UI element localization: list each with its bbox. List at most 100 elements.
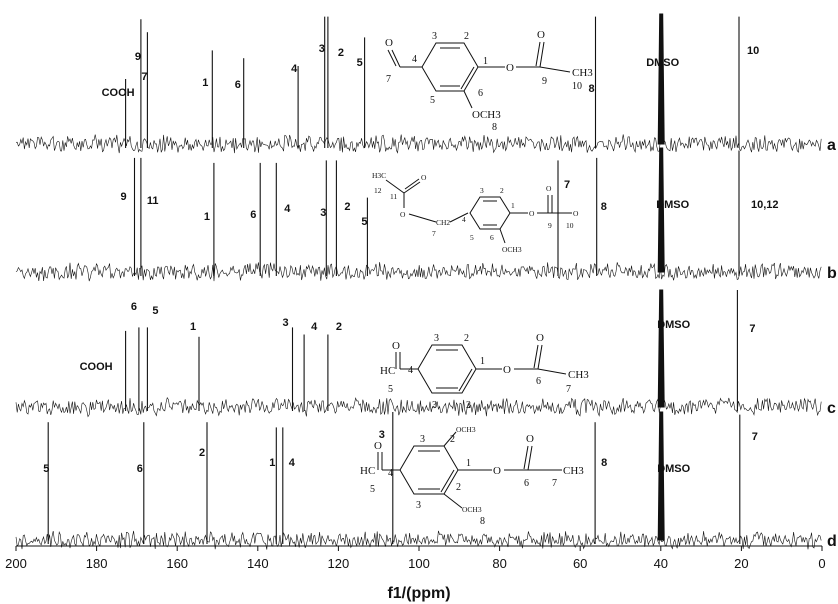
peak-label-a-10: DMSO bbox=[646, 57, 679, 69]
struct-a-num-1: 1 bbox=[483, 56, 488, 67]
struct-b-num-12: 12 bbox=[374, 186, 382, 195]
x-tick-label-180: 180 bbox=[86, 556, 108, 571]
struct-c-num-6: 6 bbox=[536, 376, 541, 387]
peak-label-d-1: 6 bbox=[137, 463, 143, 475]
peak-c-7 bbox=[658, 290, 664, 407]
struct-b-atom-h3c: H3C bbox=[372, 171, 386, 180]
baseline-c bbox=[16, 398, 821, 417]
struct-b-num-11: 11 bbox=[390, 192, 397, 201]
struct-b-num-1: 1 bbox=[511, 201, 515, 210]
peak-label-b-4: 4 bbox=[284, 203, 291, 215]
struct-b-num-4: 4 bbox=[462, 215, 466, 224]
struct-c-num-2: 2 bbox=[464, 333, 469, 344]
peak-label-a-3: 1 bbox=[202, 77, 208, 89]
struct-c-atom-ch3: CH3 bbox=[568, 369, 589, 381]
struct-d-num-5: 5 bbox=[370, 484, 375, 495]
struct-a-atom-ch3: CH3 bbox=[572, 67, 593, 79]
peak-label-a-7: 2 bbox=[338, 47, 344, 59]
struct-a-num-2: 2 bbox=[464, 31, 469, 42]
structure-d: O HC OCH3 O O CH3 OCH3 1 2 2 3 3 4 5 6 7… bbox=[360, 425, 584, 527]
peak-a-10 bbox=[658, 14, 664, 144]
struct-d-num-2-bottom: 2 bbox=[456, 482, 461, 493]
trace-letter-d: d bbox=[827, 533, 837, 550]
struct-a-atom-och3: OCH3 bbox=[472, 109, 501, 121]
peak-label-b-7: 5 bbox=[361, 216, 367, 228]
struct-d-atom-och3-top: OCH3 bbox=[456, 425, 476, 434]
peak-label-a-8: 5 bbox=[357, 57, 363, 69]
struct-b-atom-o5: O bbox=[573, 209, 579, 218]
struct-c-atom-o1: O bbox=[392, 340, 400, 352]
peak-label-d-4: 4 bbox=[289, 457, 296, 469]
peak-label-d-2: 2 bbox=[199, 447, 205, 459]
trace-letter-a: a bbox=[827, 137, 836, 154]
peak-label-a-1: 9 bbox=[135, 51, 141, 63]
struct-c-num-7: 7 bbox=[566, 384, 571, 395]
peak-label-c-7: DMSO bbox=[657, 319, 690, 331]
struct-a-num-3: 3 bbox=[432, 31, 437, 42]
peak-label-b-10: DMSO bbox=[656, 199, 689, 211]
peak-labels: COOH97 1 643 258DMSO109 111 6 4 3 2578 DMSO 10,12C… bbox=[43, 43, 778, 475]
struct-a-atom-o3: O bbox=[537, 29, 545, 41]
trace-letters: a b c d bbox=[827, 137, 837, 550]
struct-d-num-4: 4 bbox=[388, 468, 393, 479]
struct-a-atom-o2: O bbox=[506, 62, 514, 74]
struct-d-atom-ch3: CH3 bbox=[563, 465, 584, 477]
x-tick-label-80: 80 bbox=[492, 556, 506, 571]
struct-b-atom-o1: O bbox=[421, 173, 427, 182]
struct-b-atom-ch2: CH2 bbox=[436, 218, 450, 227]
peak-label-b-5: 3 bbox=[320, 207, 326, 219]
peak-label-b-11: 10,12 bbox=[751, 199, 779, 211]
peak-label-c-3: 1 bbox=[190, 321, 196, 333]
struct-b-num-5: 5 bbox=[470, 233, 474, 242]
spectrum-a bbox=[16, 14, 821, 153]
peak-label-c-8: 7 bbox=[749, 323, 755, 335]
peak-d-7 bbox=[658, 412, 664, 540]
struct-a-num-4: 4 bbox=[412, 54, 417, 65]
peak-label-b-6: 2 bbox=[344, 201, 350, 213]
struct-b-atom-o2: O bbox=[400, 210, 406, 219]
struct-d-num-3-bottom: 3 bbox=[416, 500, 421, 511]
peak-label-b-1: 11 bbox=[147, 195, 159, 207]
struct-d-num-8: 8 bbox=[480, 516, 485, 527]
peak-label-b-0: 9 bbox=[121, 191, 127, 203]
structure-b: H3C O O CH2 O O O OCH3 12 11 7 1 2 3 4 5… bbox=[372, 171, 579, 254]
x-tick-label-20: 20 bbox=[734, 556, 748, 571]
peak-label-a-9: 8 bbox=[589, 83, 595, 95]
peak-label-c-1: 6 bbox=[131, 301, 137, 313]
structure-c: O HC O O CH3 1 2 3 4 5 6 7 2 3 bbox=[380, 332, 589, 411]
peak-label-c-4: 3 bbox=[283, 317, 289, 329]
x-tick-label-120: 120 bbox=[328, 556, 350, 571]
struct-b-atom-och3: OCH3 bbox=[502, 245, 522, 254]
peak-label-c-0: COOH bbox=[80, 361, 113, 373]
x-axis-title: f1/(ppm) bbox=[387, 585, 450, 602]
struct-a-num-10: 10 bbox=[572, 81, 582, 92]
struct-d-num-7: 7 bbox=[552, 478, 557, 489]
peak-label-a-0: COOH bbox=[102, 87, 135, 99]
peak-label-c-5: 4 bbox=[311, 321, 318, 333]
struct-c-atom-o3: O bbox=[536, 332, 544, 344]
struct-b-atom-o3: O bbox=[529, 209, 535, 218]
struct-d-num-3-top: 3 bbox=[420, 434, 425, 445]
x-tick-label-140: 140 bbox=[247, 556, 269, 571]
struct-c-num-5: 5 bbox=[388, 384, 393, 395]
trace-letter-b: b bbox=[827, 265, 837, 282]
struct-d-atom-o3: O bbox=[526, 433, 534, 445]
struct-a-atom-o1: O bbox=[385, 37, 393, 49]
struct-d-atom-och3-bottom: OCH3 bbox=[462, 505, 482, 514]
peak-label-b-8: 7 bbox=[564, 179, 570, 191]
peak-label-d-8: 7 bbox=[752, 431, 758, 443]
struct-d-atom-hc: HC bbox=[360, 465, 375, 477]
x-tick-label-0: 0 bbox=[818, 556, 825, 571]
peak-label-b-9: 8 bbox=[601, 201, 607, 213]
struct-b-num-2: 2 bbox=[500, 186, 504, 195]
x-axis-ticks: 200 180 160 140 120 100 80 60 40 20 0 bbox=[5, 546, 825, 571]
struct-c-num-3: 3 bbox=[434, 333, 439, 344]
struct-b-num-7: 7 bbox=[432, 229, 436, 238]
x-tick-label-160: 160 bbox=[166, 556, 188, 571]
struct-d-num-1: 1 bbox=[466, 458, 471, 469]
struct-d-num-2-top: 2 bbox=[450, 434, 455, 445]
trace-letter-c: c bbox=[827, 400, 836, 417]
struct-b-num-10: 10 bbox=[566, 221, 574, 230]
struct-c-atom-hc: HC bbox=[380, 365, 395, 377]
x-tick-label-100: 100 bbox=[408, 556, 430, 571]
